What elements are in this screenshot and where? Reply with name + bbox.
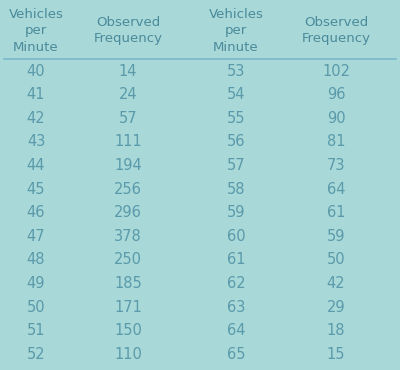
Text: 18: 18 [327,323,345,339]
Text: 55: 55 [227,111,245,126]
Text: 42: 42 [327,276,345,291]
Text: 48: 48 [27,252,45,268]
Text: 50: 50 [327,252,345,268]
Text: 47: 47 [27,229,45,244]
Text: 61: 61 [227,252,245,268]
Text: Vehicles
per
Minute: Vehicles per Minute [208,7,264,54]
Text: Observed
Frequency: Observed Frequency [94,16,162,45]
Text: 60: 60 [227,229,245,244]
Text: 52: 52 [27,347,45,362]
Text: 59: 59 [227,205,245,220]
Text: 42: 42 [27,111,45,126]
Text: 378: 378 [114,229,142,244]
Text: 102: 102 [322,64,350,78]
Text: 64: 64 [327,182,345,196]
Text: 56: 56 [227,134,245,149]
Text: 73: 73 [327,158,345,173]
Text: 185: 185 [114,276,142,291]
Text: 296: 296 [114,205,142,220]
Text: 63: 63 [227,300,245,315]
Text: 54: 54 [227,87,245,102]
Text: 46: 46 [27,205,45,220]
Text: 57: 57 [227,158,245,173]
Text: 90: 90 [327,111,345,126]
Text: 45: 45 [27,182,45,196]
Text: 57: 57 [119,111,137,126]
Text: 58: 58 [227,182,245,196]
Text: 171: 171 [114,300,142,315]
Text: 49: 49 [27,276,45,291]
Text: 50: 50 [27,300,45,315]
Text: 150: 150 [114,323,142,339]
Text: 64: 64 [227,323,245,339]
Text: 53: 53 [227,64,245,78]
Text: 24: 24 [119,87,137,102]
Text: 29: 29 [327,300,345,315]
Text: 65: 65 [227,347,245,362]
Text: 256: 256 [114,182,142,196]
Text: Vehicles
per
Minute: Vehicles per Minute [8,7,64,54]
Text: Observed
Frequency: Observed Frequency [302,16,370,45]
Text: 40: 40 [27,64,45,78]
Text: 110: 110 [114,347,142,362]
Text: 44: 44 [27,158,45,173]
Text: 43: 43 [27,134,45,149]
Text: 14: 14 [119,64,137,78]
Text: 51: 51 [27,323,45,339]
Text: 96: 96 [327,87,345,102]
Text: 59: 59 [327,229,345,244]
Text: 15: 15 [327,347,345,362]
Text: 41: 41 [27,87,45,102]
Text: 111: 111 [114,134,142,149]
Text: 81: 81 [327,134,345,149]
Text: 61: 61 [327,205,345,220]
Text: 194: 194 [114,158,142,173]
Text: 250: 250 [114,252,142,268]
Text: 62: 62 [227,276,245,291]
